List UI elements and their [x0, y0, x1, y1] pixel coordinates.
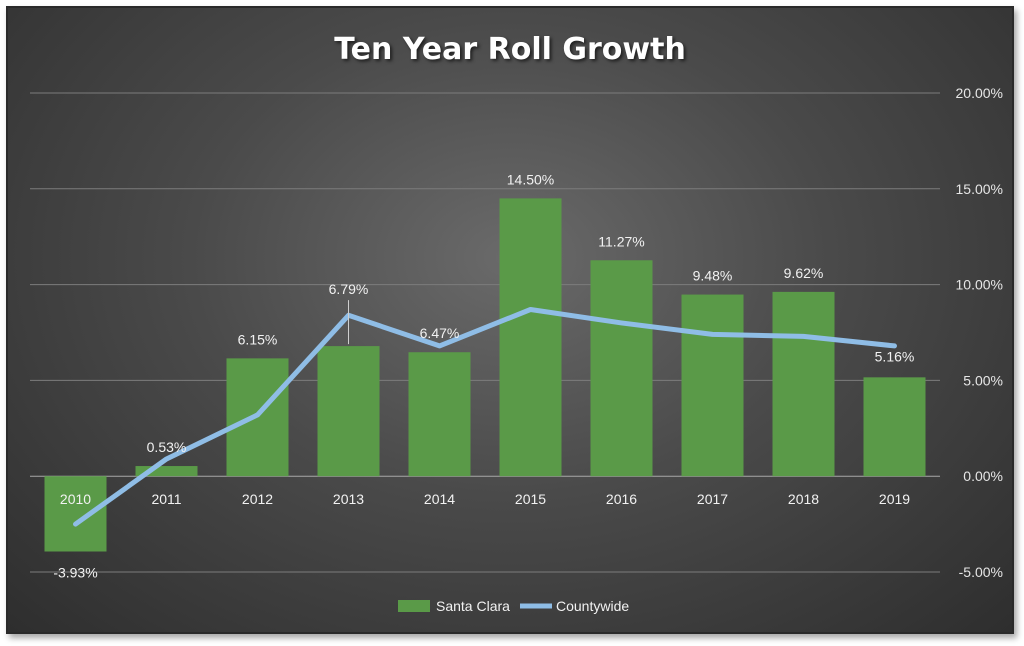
x-tick-label: 2013 — [333, 491, 364, 507]
data-label: 0.53% — [147, 439, 187, 455]
x-tick-label: 2012 — [242, 491, 273, 507]
y-tick-label: 15.00% — [956, 181, 1003, 197]
y-tick-label: 0.00% — [963, 468, 1003, 484]
legend-label-santa-clara: Santa Clara — [436, 598, 510, 614]
bar — [499, 198, 562, 477]
y-tick-label: 20.00% — [956, 85, 1003, 101]
x-tick-label: 2017 — [697, 491, 728, 507]
data-label: 5.16% — [875, 348, 915, 364]
y-tick-label: -5.00% — [959, 564, 1003, 580]
bar — [863, 377, 926, 477]
x-tick-label: 2018 — [788, 491, 819, 507]
x-tick-label: 2010 — [60, 491, 91, 507]
bar — [317, 346, 380, 477]
y-tick-label: 10.00% — [956, 277, 1003, 293]
series-line-countywide — [73, 307, 897, 527]
bar — [681, 294, 744, 477]
y-tick-label: 5.00% — [963, 372, 1003, 388]
data-label: -3.93% — [53, 564, 97, 580]
x-tick-label: 2011 — [151, 491, 181, 507]
data-label: 9.48% — [693, 268, 733, 284]
x-tick-label: 2015 — [515, 491, 546, 507]
data-label: 14.50% — [507, 171, 554, 187]
bar — [772, 291, 835, 477]
chart-title: Ten Year Roll Growth — [334, 32, 686, 67]
bar — [135, 466, 198, 477]
data-label: 6.15% — [238, 331, 278, 347]
data-label: 11.27% — [598, 233, 644, 249]
data-label: 6.79% — [329, 281, 369, 297]
bar — [590, 260, 653, 477]
x-tick-label: 2014 — [424, 491, 455, 507]
data-label: 6.47% — [420, 325, 460, 341]
bar — [408, 352, 471, 477]
x-tick-label: 2016 — [606, 491, 637, 507]
legend-label-countywide: Countywide — [556, 598, 629, 614]
legend-swatch-santa-clara — [398, 600, 430, 612]
bar — [44, 476, 107, 552]
x-tick-label: 2019 — [879, 491, 910, 507]
data-label: 9.62% — [784, 265, 824, 281]
